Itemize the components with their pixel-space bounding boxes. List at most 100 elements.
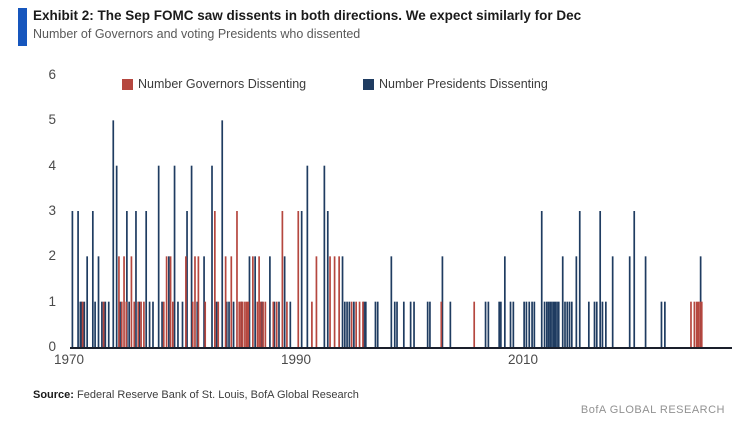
bar-presidents	[429, 301, 431, 347]
bar-governors	[350, 301, 353, 347]
bar-presidents	[196, 301, 199, 347]
exhibit-subtitle: Number of Governors and voting President…	[33, 27, 361, 41]
bar-governors	[224, 256, 227, 347]
bar-presidents	[557, 301, 560, 347]
bar-governors	[172, 301, 174, 347]
bar-presidents	[599, 211, 602, 347]
bar-presidents	[402, 301, 405, 347]
bar-presidents	[190, 165, 193, 347]
bar-governors	[197, 256, 200, 347]
bar-presidents	[126, 211, 128, 347]
bar-presidents	[660, 301, 663, 347]
bar-presidents	[248, 256, 251, 347]
bar-presidents	[101, 301, 103, 347]
bar-presidents	[575, 256, 578, 347]
bar-presidents	[441, 256, 444, 347]
bar-presidents	[104, 301, 107, 347]
bar-presidents	[523, 301, 525, 347]
bar-presidents	[173, 165, 176, 347]
bar-presidents	[611, 256, 614, 347]
presidents-swatch-icon	[363, 78, 374, 90]
bar-governors	[697, 301, 700, 347]
bar-governors	[690, 301, 692, 347]
bar-presidents	[409, 301, 412, 347]
bar-governors	[214, 211, 216, 347]
bar-governors	[236, 211, 238, 347]
bar-governors	[133, 301, 136, 347]
bar-presidents	[500, 301, 502, 347]
bar-presidents	[568, 301, 571, 347]
bar-presidents	[119, 301, 121, 347]
bar-presidents	[273, 301, 276, 347]
bar-governors	[194, 256, 196, 347]
bar-presidents	[323, 165, 326, 347]
bar-governors	[333, 256, 336, 347]
bar-presidents	[556, 301, 558, 347]
bar-presidents	[552, 301, 555, 347]
exhibit-accent-bar	[18, 8, 27, 46]
bar-presidents	[593, 301, 596, 347]
bar-governors	[355, 301, 357, 347]
bar-presidents	[145, 211, 148, 347]
bar-presidents	[83, 301, 86, 347]
bar-governors	[252, 256, 254, 347]
bar-presidents	[561, 256, 564, 347]
bar-presidents	[107, 301, 110, 347]
bar-governors	[120, 301, 123, 347]
bar-governors	[204, 301, 207, 347]
bar-presidents	[449, 301, 452, 347]
bar-governors	[123, 256, 125, 347]
bar-presidents	[278, 301, 280, 347]
exhibit-title: Exhibit 2: The Sep FOMC saw dissents in …	[33, 8, 582, 23]
bar-governors	[693, 301, 696, 347]
bar-presidents	[353, 301, 355, 347]
bar-presidents	[525, 301, 528, 347]
bar-presidents	[148, 301, 151, 347]
bar-presidents	[91, 211, 94, 347]
bar-presidents	[587, 301, 590, 347]
bar-presidents	[348, 301, 351, 347]
bar-presidents	[157, 165, 160, 347]
bar-governors	[311, 301, 313, 347]
bar-presidents	[498, 301, 501, 347]
bar-presidents	[300, 211, 303, 347]
bar-governors	[137, 301, 140, 347]
bar-presidents	[503, 256, 506, 347]
bar-presidents	[390, 256, 393, 347]
bar-governors	[247, 301, 250, 347]
bar-presidents	[543, 301, 546, 347]
bar-presidents	[393, 301, 396, 347]
bar-governors	[130, 256, 133, 347]
bar-presidents	[547, 301, 550, 347]
bar-presidents	[115, 165, 118, 347]
bar-presidents	[203, 256, 205, 347]
bar-governors	[338, 256, 340, 347]
legend-item-governors: Number Governors Dissenting	[122, 77, 306, 91]
bar-presidents	[554, 301, 557, 347]
bar-presidents	[181, 301, 184, 347]
bar-presidents	[564, 301, 566, 347]
bar-governors	[286, 301, 288, 347]
bar-presidents	[364, 301, 367, 347]
y-axis-tick-label: 2	[48, 248, 56, 264]
y-axis-tick-label: 5	[48, 112, 56, 128]
bar-governors	[699, 301, 701, 347]
y-axis-tick-label: 3	[48, 203, 56, 218]
y-axis-tick-label: 0	[48, 339, 56, 354]
bar-governors	[118, 256, 120, 347]
bar-presidents	[531, 301, 533, 347]
bar-presidents	[228, 301, 230, 347]
bar-governors	[241, 301, 244, 347]
bar-governors	[185, 256, 187, 347]
bar-presidents	[699, 256, 702, 347]
bar-governors	[240, 301, 242, 347]
x-axis-tick-label: 2010	[507, 352, 539, 367]
bar-presidents	[570, 301, 573, 347]
bar-presidents	[254, 256, 256, 347]
bar-governors	[259, 301, 262, 347]
bar-governors	[143, 301, 145, 347]
bar-presidents	[112, 120, 115, 347]
bar-presidents	[512, 301, 515, 347]
bar-governors	[275, 301, 278, 347]
